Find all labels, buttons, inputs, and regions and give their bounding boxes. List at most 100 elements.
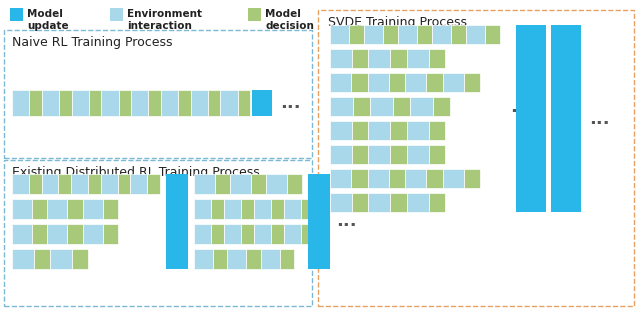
- Bar: [58, 174, 71, 194]
- Bar: [237, 90, 250, 116]
- Bar: [47, 224, 67, 244]
- Bar: [426, 73, 442, 92]
- Bar: [110, 8, 123, 21]
- Bar: [148, 90, 161, 116]
- Bar: [390, 121, 406, 140]
- Bar: [398, 25, 417, 44]
- Bar: [390, 193, 406, 212]
- Bar: [178, 90, 191, 116]
- Bar: [451, 25, 466, 44]
- Bar: [194, 224, 211, 244]
- Bar: [254, 199, 271, 219]
- Bar: [364, 25, 383, 44]
- Bar: [29, 90, 42, 116]
- Bar: [284, 199, 301, 219]
- Bar: [330, 193, 352, 212]
- Bar: [330, 145, 352, 164]
- Bar: [429, 193, 445, 212]
- Bar: [516, 25, 546, 212]
- Bar: [406, 49, 429, 68]
- Bar: [29, 174, 42, 194]
- Bar: [280, 249, 294, 269]
- Bar: [72, 90, 89, 116]
- Text: Model
update: Model update: [27, 9, 68, 31]
- Text: ...: ...: [280, 94, 301, 112]
- Text: ...: ...: [589, 110, 610, 127]
- Bar: [330, 73, 351, 92]
- Bar: [4, 160, 312, 306]
- Bar: [241, 199, 254, 219]
- Bar: [103, 224, 118, 244]
- Bar: [166, 174, 188, 269]
- Bar: [485, 25, 500, 44]
- Bar: [301, 224, 314, 244]
- Bar: [12, 174, 29, 194]
- Bar: [12, 90, 29, 116]
- Bar: [271, 199, 284, 219]
- Bar: [390, 49, 406, 68]
- Bar: [308, 174, 330, 269]
- Text: SVDE Training Process: SVDE Training Process: [328, 16, 467, 29]
- Bar: [426, 169, 442, 188]
- Bar: [101, 90, 118, 116]
- Bar: [260, 249, 280, 269]
- Text: Existing Distributed RL Training Process: Existing Distributed RL Training Process: [12, 166, 260, 179]
- Bar: [12, 199, 32, 219]
- Bar: [71, 174, 88, 194]
- Bar: [429, 145, 445, 164]
- Bar: [367, 169, 389, 188]
- Bar: [429, 121, 445, 140]
- Bar: [47, 199, 67, 219]
- Bar: [254, 224, 271, 244]
- Bar: [194, 199, 211, 219]
- Bar: [241, 224, 254, 244]
- Bar: [147, 174, 160, 194]
- Bar: [351, 169, 367, 188]
- Bar: [208, 90, 220, 116]
- Bar: [405, 169, 426, 188]
- Bar: [442, 169, 464, 188]
- Bar: [284, 224, 301, 244]
- Bar: [352, 145, 369, 164]
- Bar: [442, 73, 464, 92]
- Bar: [353, 97, 370, 116]
- Bar: [370, 97, 393, 116]
- Bar: [32, 224, 47, 244]
- Bar: [131, 90, 148, 116]
- Bar: [248, 8, 261, 21]
- Bar: [118, 174, 131, 194]
- Bar: [367, 73, 389, 92]
- Bar: [390, 145, 406, 164]
- Bar: [230, 174, 250, 194]
- Bar: [211, 199, 224, 219]
- Bar: [432, 25, 451, 44]
- Bar: [118, 90, 131, 116]
- Bar: [466, 25, 485, 44]
- Bar: [369, 121, 390, 140]
- Bar: [194, 174, 214, 194]
- Bar: [433, 97, 450, 116]
- Bar: [393, 97, 410, 116]
- Bar: [250, 174, 266, 194]
- Bar: [246, 249, 260, 269]
- Bar: [224, 224, 241, 244]
- Text: ...: ...: [510, 98, 531, 116]
- Bar: [369, 49, 390, 68]
- Bar: [352, 121, 369, 140]
- Bar: [287, 174, 302, 194]
- Bar: [406, 145, 429, 164]
- Bar: [211, 224, 224, 244]
- Bar: [50, 249, 72, 269]
- Bar: [389, 169, 405, 188]
- Bar: [214, 174, 230, 194]
- Text: Naive RL Training Process: Naive RL Training Process: [12, 36, 173, 49]
- Bar: [464, 73, 480, 92]
- Bar: [161, 90, 178, 116]
- Bar: [12, 224, 32, 244]
- Bar: [406, 121, 429, 140]
- Bar: [330, 25, 349, 44]
- Bar: [301, 199, 314, 219]
- Bar: [330, 97, 353, 116]
- Bar: [194, 249, 213, 269]
- Bar: [349, 25, 364, 44]
